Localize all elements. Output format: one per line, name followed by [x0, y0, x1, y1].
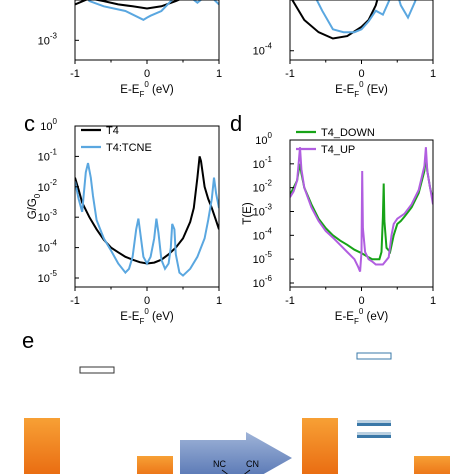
series-line-d-t4-up	[290, 147, 433, 272]
y-tick-label-d: 10-3	[253, 203, 273, 219]
y-tick-label-d: 10-5	[253, 250, 273, 266]
transition-arrow	[180, 432, 292, 474]
level-line-1	[357, 420, 391, 425]
series-line-c-t4-tcne	[75, 162, 219, 277]
right-electrode-bar	[302, 418, 338, 474]
x-axis-label-d: E-EF0 (eV)	[335, 307, 389, 326]
left-electrode-bar	[24, 418, 60, 474]
level-box-right-top	[356, 352, 392, 360]
molecule-label-cn: CN	[246, 459, 259, 469]
y-axis-label-c: G/G0	[27, 193, 42, 219]
x-tick-label-b: -1	[285, 68, 295, 80]
legend-label-c: T4	[106, 125, 119, 137]
panel-d-chart: -1 0 1 E-EF0 (eV) 100 10-1 10-2 10-3 10-4 10-5 10-…	[242, 127, 436, 326]
x-axis-label-b: E-EF0 (Ev)	[335, 80, 388, 99]
panel-label-d: d	[230, 111, 242, 136]
x-tick-label-a: 0	[144, 68, 150, 80]
y-tick-label-c: 10-3	[38, 208, 58, 224]
x-axis-label-a: E-EF0 (eV)	[120, 80, 174, 99]
y-tick-label-a: 10-3	[38, 31, 58, 47]
x-tick-label-d: 1	[430, 295, 436, 307]
x-tick-label-d: 0	[358, 295, 364, 307]
x-tick-label-b: 1	[430, 68, 436, 80]
y-tick-label-d: 100	[255, 131, 272, 147]
y-tick-label-d: 10-1	[253, 155, 273, 171]
panel-a-chart: -1 0 1 E-EF0 (eV) 10-3	[38, 0, 222, 99]
y-tick-label-b: 10-4	[253, 42, 273, 58]
y-tick-label-d: 10-2	[253, 179, 273, 195]
y-tick-label-c: 10-2	[38, 178, 58, 194]
molecule-label-nc: NC	[213, 459, 226, 469]
panel-c-chart: -1 0 1 E-EF0 (eV) 100 10-1 10-2 10-3 10-4 10-5 G/G…	[27, 117, 222, 326]
y-axis-label-d: T(E)	[242, 202, 254, 225]
y-tick-label-c: 100	[40, 117, 57, 133]
series-line-b-1	[315, 0, 417, 34]
x-tick-label-d: -1	[285, 295, 295, 307]
y-tick-label-c: 10-4	[38, 239, 58, 255]
x-tick-label-c: 0	[144, 295, 150, 307]
molecule-bond-right	[244, 469, 251, 474]
series-line-c-t4	[75, 156, 219, 265]
legend-label-d: T4_DOWN	[321, 127, 375, 139]
x-axis-label-c: E-EF0 (eV)	[120, 307, 174, 326]
panel-label-e: e	[22, 328, 34, 353]
level-box-left	[79, 366, 115, 374]
energy-level-schematic: NC CN	[24, 352, 450, 474]
y-tick-label-d: 10-6	[253, 274, 273, 290]
y-tick-label-d: 10-4	[253, 226, 273, 242]
level-line-1b	[357, 423, 391, 426]
y-tick-label-c: 10-1	[38, 147, 58, 163]
x-tick-label-c: -1	[70, 295, 80, 307]
molecule-bond-left	[221, 469, 228, 474]
series-line-a-1	[87, 0, 219, 21]
legend-label-d: T4_UP	[321, 144, 355, 156]
series-line-b-0	[291, 0, 379, 40]
panel-label-c: c	[24, 111, 35, 136]
level-line-2	[357, 432, 391, 437]
x-tick-label-a: -1	[70, 68, 80, 80]
x-tick-label-c: 1	[216, 295, 222, 307]
legend-label-c: T4:TCNE	[106, 142, 152, 154]
y-tick-label-c: 10-5	[38, 269, 58, 285]
panel-b-chart: -1 0 1 E-EF0 (Ev) 10-4	[253, 0, 436, 99]
x-tick-label-a: 1	[216, 68, 222, 80]
right-inner-bar	[414, 456, 450, 474]
x-tick-label-b: 0	[358, 68, 364, 80]
left-inner-bar	[137, 456, 173, 474]
level-line-2b	[357, 435, 391, 438]
